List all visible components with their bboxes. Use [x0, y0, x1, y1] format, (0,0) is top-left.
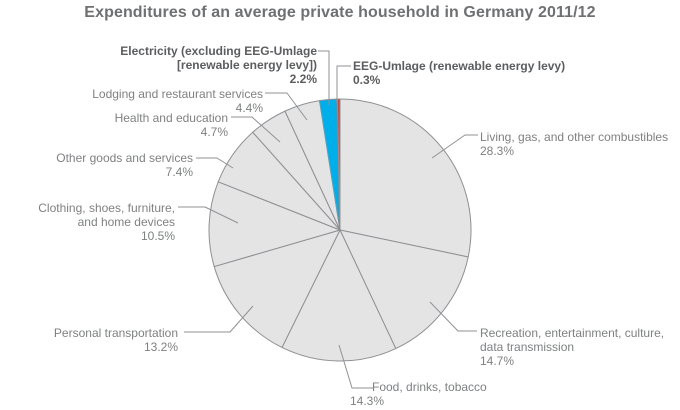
label-personal-transportation-pct: 13.2% — [143, 340, 178, 354]
label-recreation-pct: 14.7% — [480, 354, 515, 368]
leader-food — [338, 344, 373, 389]
label-electricity-text: Electricity (excluding EEG-Umlage [renew… — [120, 44, 317, 72]
label-electricity: Electricity (excluding EEG-Umlage [renew… — [120, 44, 317, 86]
label-eeg-text: EEG-Umlage (renewable energy levy) — [353, 59, 566, 73]
slice-personal-transportation — [213, 229, 341, 348]
label-health-pct: 4.7% — [200, 125, 228, 139]
leader-personal — [184, 305, 254, 333]
label-lodging: Lodging and restaurant services 4.4% — [92, 87, 263, 115]
leader-clothing — [178, 206, 239, 224]
label-health-text: Health and education — [114, 111, 228, 125]
label-other-goods-text: Other goods and services — [56, 151, 193, 165]
label-eeg: EEG-Umlage (renewable energy levy) 0.3% — [353, 59, 565, 87]
label-food-text: Food, drinks, tobacco — [372, 380, 487, 394]
label-other-goods: Other goods and services 7.4% — [56, 151, 193, 179]
label-clothing-text: Clothing, shoes, furniture, and home dev… — [38, 201, 175, 229]
label-health: Health and education 4.7% — [115, 111, 228, 139]
slice-recreation — [339, 229, 469, 350]
leader-recreation — [429, 301, 477, 332]
label-eeg-pct: 0.3% — [353, 73, 381, 87]
label-lodging-pct: 4.4% — [235, 101, 263, 115]
label-food: Food, drinks, tobacco 14.3% — [350, 380, 487, 408]
label-clothing: Clothing, shoes, furniture, and home dev… — [38, 201, 175, 243]
label-recreation: Recreation, entertainment, culture, data… — [480, 326, 664, 368]
label-lodging-text: Lodging and restaurant services — [92, 87, 263, 101]
leader-electricity — [318, 50, 330, 105]
label-living-pct: 28.3% — [480, 144, 515, 158]
pie-slices — [208, 98, 472, 362]
leader-living — [431, 134, 478, 159]
label-living: Living, gas, and other combustibles 28.3… — [480, 130, 668, 158]
slice-living — [339, 98, 472, 258]
slice-food — [281, 229, 397, 362]
label-other-goods-pct: 7.4% — [165, 165, 193, 179]
label-electricity-pct: 2.2% — [289, 72, 317, 86]
leader-other-goods — [196, 157, 234, 169]
slice-eeg — [337, 98, 341, 231]
label-clothing-pct: 10.5% — [140, 229, 175, 243]
leader-eeg — [336, 65, 351, 103]
leader-lodging — [265, 92, 308, 121]
label-recreation-text: Recreation, entertainment, culture, data… — [480, 326, 665, 354]
label-personal-transportation-text: Personal transportation — [53, 326, 178, 340]
chart-title: Expenditures of an average private house… — [84, 4, 596, 21]
leader-health — [231, 116, 281, 143]
label-personal-transportation: Personal transportation 13.2% — [54, 326, 178, 354]
slice-clothing — [208, 181, 341, 268]
leader-lines — [178, 50, 478, 389]
label-living-text: Living, gas, and other combustibles — [480, 130, 669, 144]
label-food-pct: 14.3% — [350, 394, 385, 408]
